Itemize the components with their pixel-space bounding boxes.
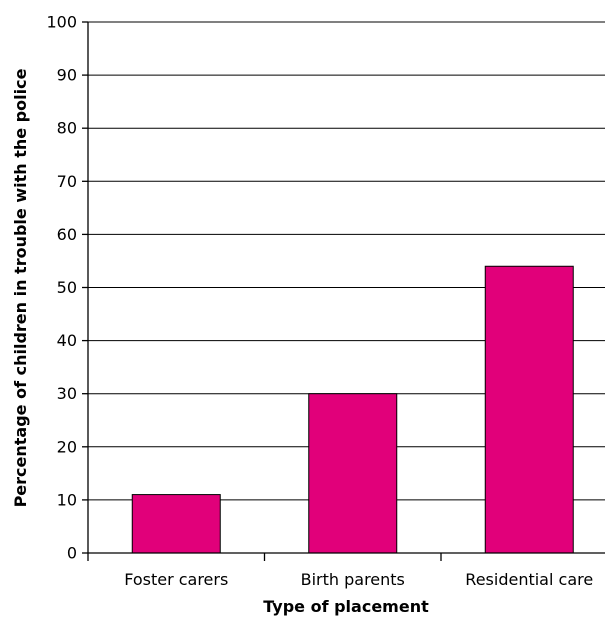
y-tick-label: 40 [57, 331, 77, 350]
y-tick-label: 70 [57, 172, 77, 191]
y-tick-label: 20 [57, 437, 77, 456]
x-category-label: Foster carers [124, 570, 228, 589]
x-axis-title: Type of placement [263, 597, 429, 616]
y-tick-label: 50 [57, 278, 77, 297]
y-tick-label: 60 [57, 225, 77, 244]
y-tick-label: 90 [57, 66, 77, 85]
y-tick-label: 10 [57, 490, 77, 509]
gridlines [88, 21, 605, 501]
y-ticks: 0 10 20 30 40 50 60 70 80 90 100 [46, 13, 88, 563]
y-tick-label: 30 [57, 384, 77, 403]
bar [131, 494, 221, 554]
bar [308, 393, 398, 554]
y-tick-label: 0 [67, 544, 77, 563]
x-ticks: Foster carers Birth parents Residential ca… [87, 553, 593, 589]
y-tick-label: 100 [46, 13, 77, 32]
y-axis-title: Percentage of children in trouble with t… [11, 68, 30, 507]
x-category-label: Birth parents [301, 570, 405, 589]
bar [484, 265, 574, 554]
y-tick-label: 80 [57, 119, 77, 138]
x-category-label: Residential care [465, 570, 593, 589]
bars [131, 265, 574, 554]
